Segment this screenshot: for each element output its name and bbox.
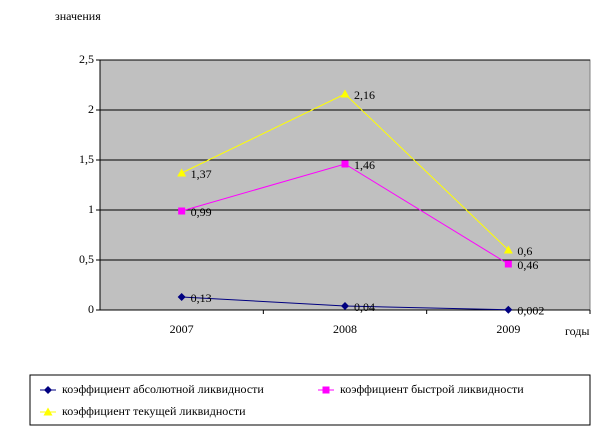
data-label: 0,04 [354, 300, 375, 314]
data-label: 0,002 [517, 304, 544, 318]
marker [341, 160, 349, 168]
data-label: 0,13 [191, 291, 212, 305]
y-axis-label: значения [55, 9, 101, 23]
x-tick-label: 2007 [170, 322, 194, 336]
x-tick-label: 2009 [496, 322, 520, 336]
data-label: 0,99 [191, 205, 212, 219]
marker [340, 89, 350, 98]
y-tick-label: 2,5 [79, 52, 94, 66]
data-label: 2,16 [354, 88, 375, 102]
legend [29, 374, 591, 426]
y-tick-label: 1,5 [79, 152, 94, 166]
marker [503, 245, 513, 254]
marker [504, 305, 513, 314]
plot-area [99, 59, 591, 311]
x-axis-label: годы [565, 324, 589, 338]
legend-label: коэффициент абсолютной ликвидности [62, 382, 264, 396]
x-tick-label: 2008 [333, 322, 357, 336]
data-label: 1,46 [354, 158, 375, 172]
y-tick-label: 2 [88, 102, 94, 116]
legend-label: коэффициент текущей ликвидности [62, 404, 246, 418]
data-label: 0,46 [517, 258, 538, 272]
marker [341, 302, 349, 310]
marker [177, 168, 187, 177]
data-label: 0,6 [517, 244, 532, 258]
y-tick-label: 0 [88, 302, 94, 316]
marker [178, 207, 186, 215]
y-tick-label: 0,5 [79, 252, 94, 266]
y-tick-label: 1 [88, 202, 94, 216]
legend-marker [44, 386, 52, 394]
data-label: 1,37 [191, 167, 212, 181]
legend-label: коэффициент быстрой ликвидности [340, 382, 524, 396]
marker [504, 260, 512, 268]
legend-marker [322, 386, 330, 394]
marker [177, 293, 186, 301]
legend-marker [43, 407, 53, 416]
